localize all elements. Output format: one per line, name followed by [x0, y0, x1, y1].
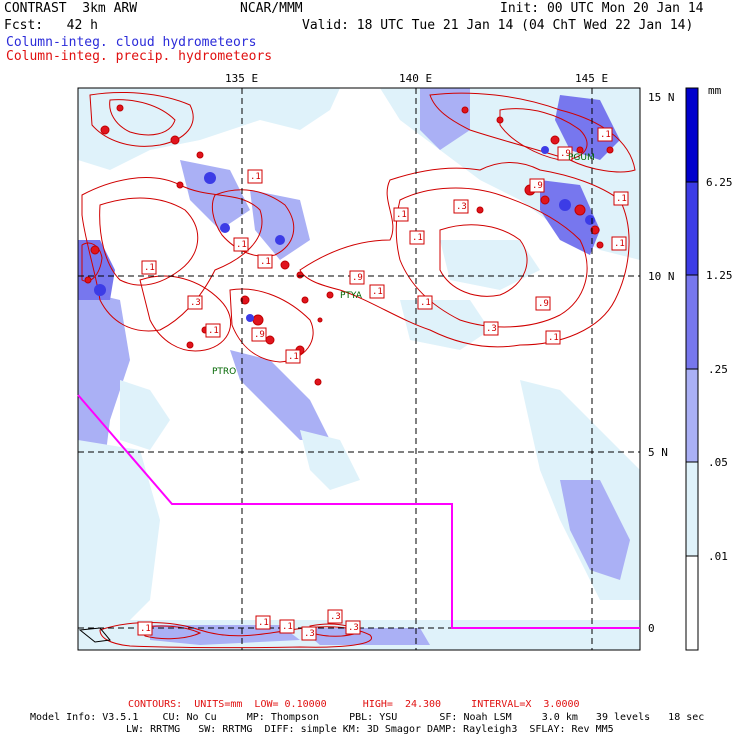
contour-label: .1 [250, 172, 261, 182]
org-label: NCAR/MMM [240, 1, 303, 16]
contour-label-box [611, 236, 627, 251]
contour-label: .1 [288, 352, 299, 362]
valid-time: Valid: 18 UTC Tue 21 Jan 14 (04 ChT Wed … [302, 18, 694, 33]
cloud-cores [94, 146, 595, 322]
contour-label-box [613, 191, 629, 206]
station-ptro: PTRO [212, 367, 236, 377]
contour-label-box [453, 199, 469, 214]
contour-label-box [301, 626, 317, 641]
contour-label-box [205, 323, 221, 338]
contour-label-box [247, 169, 263, 184]
contour-label: .1 [614, 239, 625, 249]
contour-label: .1 [548, 333, 559, 343]
contour-label: .1 [396, 210, 407, 220]
colorbar-level-0: 6.25 [706, 176, 733, 189]
contour-label: .3 [348, 623, 359, 633]
init-time: Init: 00 UTC Mon 20 Jan 14 [500, 1, 704, 16]
contour-label-box [557, 146, 573, 161]
colorbar-level-3: .05 [708, 456, 728, 469]
colorbar-level-4: .01 [708, 550, 728, 563]
contour-label: .9 [254, 330, 265, 340]
contour-label: .9 [532, 181, 543, 191]
contour-label-box [137, 621, 153, 636]
contour-label-box [369, 284, 385, 299]
contour-label-box [251, 327, 267, 342]
contour-label-box [483, 321, 499, 336]
axis-labels: 135 E 140 E 145 E 15 N 10 N 5 N 0 [225, 72, 675, 635]
contour-label: .1 [144, 263, 155, 273]
contour-label-box [535, 296, 551, 311]
contour-label-box [393, 207, 409, 222]
lat-label-5n: 5 N [648, 446, 668, 459]
station-ptya: PTYA [340, 291, 363, 301]
colorbar-swatch-5 [685, 555, 699, 651]
contour-label-box [349, 270, 365, 285]
contour-label: .3 [486, 324, 497, 334]
colorbar-swatch-3 [685, 368, 699, 463]
cloud-shading [78, 88, 640, 650]
contour-label: .9 [352, 273, 363, 283]
colorbar-swatch-4 [685, 461, 699, 557]
contour-label-box [141, 260, 157, 275]
contour-label-box [417, 295, 433, 310]
region-boundary [77, 394, 640, 629]
legend-precip: Column-integ. precip. hydrometeors [6, 49, 273, 64]
lon-label-135: 135 E [225, 72, 258, 85]
contour-label-box [409, 230, 425, 245]
contour-label-box [345, 620, 361, 635]
contour-label-box [233, 237, 249, 252]
lat-label-15n: 15 N [648, 91, 675, 104]
model-title: CONTRAST 3km ARW [4, 1, 138, 16]
forecast-hour: Fcst: 42 h [4, 18, 98, 33]
contour-label: .3 [456, 202, 467, 212]
contour-label-box [187, 295, 203, 310]
station-pgum: PGUM [568, 153, 595, 163]
contour-labels: .1 .1 .1 .1 .3 .1 .9 .1 .9 .1 .3 .1 .1 .1 .9 .3 .9 .1 .1 .1… [137, 127, 629, 641]
contour-label-box [597, 127, 613, 142]
contour-label-box [279, 619, 295, 634]
lon-label-140: 140 E [399, 72, 432, 85]
contour-label-box [529, 178, 545, 193]
contour-label: .1 [420, 298, 431, 308]
contour-label: .1 [282, 622, 293, 632]
contour-label: .3 [190, 298, 201, 308]
contour-label-box [285, 349, 301, 364]
contour-label: .9 [538, 299, 549, 309]
contour-label-box [257, 254, 273, 269]
contour-label: .3 [330, 612, 341, 622]
physics-info: LW: RRTMG SW: RRTMG DIFF: simple KM: 3D … [126, 724, 614, 735]
map-frame [77, 87, 641, 651]
contour-label: .1 [236, 240, 247, 250]
contour-label: .1 [140, 624, 151, 634]
contour-label: .1 [600, 130, 611, 140]
colorbar-swatch-2 [685, 274, 699, 370]
contour-label-box [327, 609, 343, 624]
lon-label-145: 145 E [575, 72, 608, 85]
stations: PGUM PTYA PTRO [212, 153, 595, 377]
contour-label-box [545, 330, 561, 345]
contour-label: .9 [560, 149, 571, 159]
lat-label-10n: 10 N [648, 270, 675, 283]
contour-label: .1 [258, 618, 269, 628]
colorbar: mm 6.25 1.25 .25 .05 .01 [685, 84, 733, 651]
contour-label: .1 [616, 194, 627, 204]
contour-label: .3 [304, 629, 315, 639]
colorbar-unit: mm [708, 84, 722, 97]
legend-cloud: Column-integ. cloud hydrometeors [6, 35, 257, 50]
contour-info: CONTOURS: UNITS=mm LOW= 0.10000 HIGH= 24… [128, 699, 580, 710]
colorbar-swatch-1 [685, 181, 699, 276]
contour-label: .1 [412, 233, 423, 243]
colorbar-level-1: 1.25 [706, 269, 733, 282]
model-info: Model Info: V3.5.1 CU: No Cu MP: Thompso… [30, 712, 705, 723]
contour-label: .1 [372, 287, 383, 297]
colorbar-swatch-0 [685, 87, 699, 183]
colorbar-level-2: .25 [708, 363, 728, 376]
contour-label-box [255, 615, 271, 630]
lat-label-0: 0 [648, 622, 655, 635]
contour-label: .1 [208, 326, 219, 336]
contour-label: .1 [260, 257, 271, 267]
